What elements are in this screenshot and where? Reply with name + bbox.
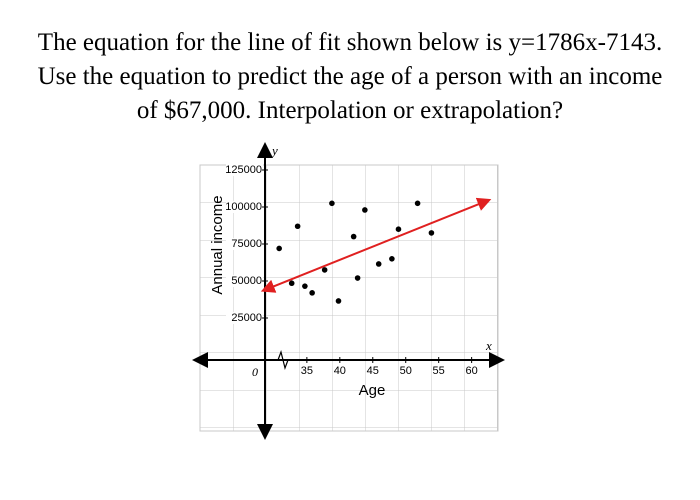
y-tick-label: 25000 [231, 312, 262, 324]
x-tick-label: 35 [301, 365, 313, 377]
x-tick-label: 60 [466, 365, 478, 377]
data-point [329, 200, 335, 207]
data-point [354, 275, 361, 281]
y-tick-label: 75000 [231, 238, 262, 250]
data-point [362, 207, 368, 213]
x-axis-letter: x [485, 338, 492, 353]
y-tick-label-bg [226, 238, 263, 250]
y-axis-title: Annual income [209, 195, 226, 294]
fit-line [260, 197, 492, 293]
data-point [294, 223, 301, 230]
y-tick-label: 100000 [225, 201, 262, 213]
data-point [428, 230, 435, 236]
data-point [276, 245, 282, 252]
y-tick-label-bg [226, 201, 263, 213]
data-point [350, 233, 357, 240]
question-line: Use the equation to predict the age of a… [38, 63, 663, 90]
data-point [395, 226, 402, 232]
data-point [375, 261, 382, 267]
y-tick-label: 125000 [225, 164, 262, 176]
question-line: of $67,000. Interpolation or extrapolati… [137, 97, 563, 124]
origin-label: 0 [252, 365, 258, 379]
y-tick-label-bg [226, 275, 263, 287]
data-point [389, 255, 395, 262]
x-tick-label: 50 [400, 365, 412, 377]
axis-break [272, 349, 296, 371]
question-line: The equation for the line of fit shown b… [38, 29, 662, 56]
x-tick-label: 55 [433, 365, 445, 377]
y-tick-label-bg [226, 312, 263, 324]
data-point [335, 298, 342, 304]
x-tick-label: 40 [334, 365, 346, 377]
data-point [414, 200, 421, 207]
x-tick-label: 45 [367, 365, 379, 377]
y-axis-letter: y [270, 143, 278, 158]
data-point [321, 267, 328, 273]
x-axis-title: Age [359, 382, 386, 399]
y-tick-label: 50000 [231, 275, 262, 287]
data-point [302, 283, 308, 289]
data-point [309, 290, 315, 296]
y-tick-label-bg [226, 164, 263, 176]
data-point [288, 280, 295, 287]
